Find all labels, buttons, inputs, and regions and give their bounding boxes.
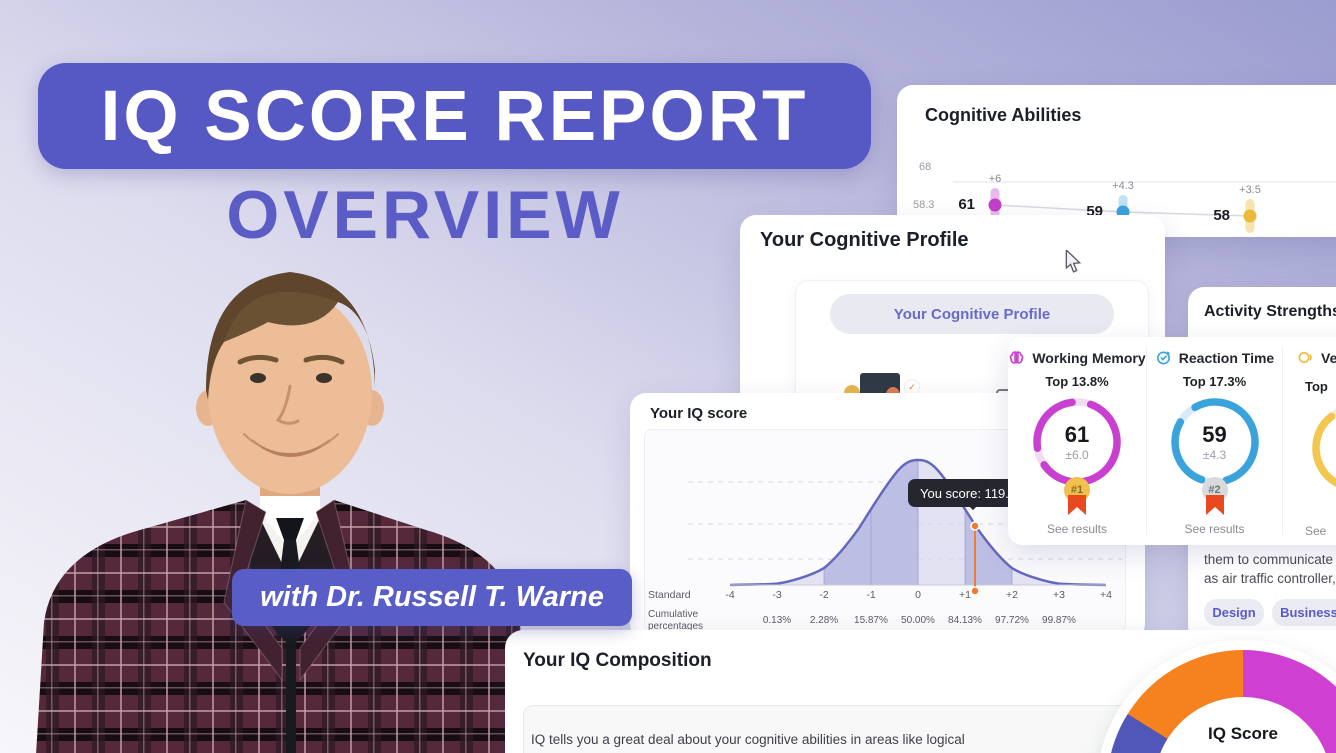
delta-label: +3.5: [1239, 184, 1261, 196]
delta-label: +4.3: [1112, 180, 1134, 192]
point-verbal: [1243, 199, 1257, 233]
mouse-cursor: [1065, 250, 1082, 273]
see-results-link[interactable]: See: [1305, 524, 1327, 538]
activity-text-line: as air traffic controller, robo: [1204, 571, 1336, 586]
ability-top-percent: Top 17.3%: [1182, 374, 1247, 389]
axis-row-label: Cumulative percentages: [648, 609, 704, 632]
ability-name: Reaction Time: [1178, 349, 1275, 366]
point-working-memory: [988, 188, 1002, 222]
ability-reaction-time: Reaction Time Top 17.3% 59 ±4.3 #2 See r…: [1147, 337, 1282, 545]
y-tick-58: 58.3: [913, 199, 935, 211]
tag-business[interactable]: Business: [1272, 599, 1336, 626]
profile-tab-label: Your Cognitive Profile: [893, 305, 1051, 323]
brain-icon: [1009, 351, 1024, 364]
ability-ring: [1308, 400, 1336, 496]
score-label: 61: [958, 196, 975, 213]
ability-top-percent: Top 13.8%: [1045, 374, 1109, 389]
ability-verbal: Verb Top See: [1283, 337, 1336, 545]
cognitive-abilities-card: Cognitive Abilities 68 58.3 +6 +4.3 +3.5…: [897, 85, 1336, 237]
axis-row-label: Standard: [648, 589, 691, 601]
see-results-link[interactable]: See results: [1184, 522, 1245, 536]
profile-tab-pill[interactable]: Your Cognitive Profile: [830, 294, 1114, 334]
activity-strengths-title: Activity Strengths: [1204, 303, 1336, 320]
gridline: [953, 181, 1336, 183]
rank-medal-silver: #2: [1201, 477, 1228, 515]
cognitive-profile-title: Your Cognitive Profile: [760, 229, 969, 251]
see-results-link[interactable]: See results: [1046, 522, 1108, 536]
iq-composition-card: Your IQ Composition IQ tells you a great…: [505, 630, 1336, 753]
presenter-photo: [36, 272, 526, 753]
delta-label: +6: [988, 173, 1002, 185]
iq-score-title: Your IQ score: [650, 405, 748, 422]
cognitive-abilities-title: Cognitive Abilities: [925, 105, 1082, 125]
y-tick-68: 68: [919, 161, 932, 173]
score-label: 58: [1213, 207, 1230, 224]
hero-title-box: IQ SCORE REPORT: [38, 63, 871, 169]
ability-name: Verb: [1321, 349, 1336, 366]
score-marker: [970, 521, 980, 596]
activity-text-line: them to communicate abou: [1204, 552, 1336, 567]
donut-center-label: IQ Score: [1208, 724, 1278, 743]
hero-subtitle: OVERVIEW: [226, 177, 624, 253]
composition-body-text: IQ tells you a great deal about your cog…: [531, 732, 965, 747]
ribbon-icon: [1205, 495, 1224, 515]
ribbon-icon: [1068, 495, 1086, 515]
iq-composition-title: Your IQ Composition: [523, 650, 712, 671]
col-divider: [1282, 347, 1283, 535]
presenter-badge-label: with Dr. Russell T. Warne: [260, 581, 604, 613]
ability-top-percent: Top: [1305, 379, 1328, 394]
rank-medal-gold: #1: [1064, 477, 1090, 515]
speaking-head-icon: [1298, 351, 1312, 364]
ability-circles-card: Working Memory Top 13.8% 61 ±6.0 #1 See …: [1008, 337, 1336, 545]
ability-ring: 59 ±4.3 #2: [1167, 394, 1263, 515]
donut-wrapper: IQ Score: [1097, 640, 1336, 753]
ability-working-memory: Working Memory Top 13.8% 61 ±6.0 #1 See …: [1008, 337, 1146, 545]
presenter-badge: with Dr. Russell T. Warne: [232, 569, 632, 626]
tag-design[interactable]: Design: [1204, 599, 1264, 626]
ability-ring: 61 ±6.0 #1: [1029, 394, 1125, 515]
col-divider: [1146, 347, 1147, 535]
hero-title: IQ SCORE REPORT: [100, 76, 809, 156]
stopwatch-icon: [1156, 351, 1170, 365]
ability-name: Working Memory: [1032, 349, 1146, 366]
